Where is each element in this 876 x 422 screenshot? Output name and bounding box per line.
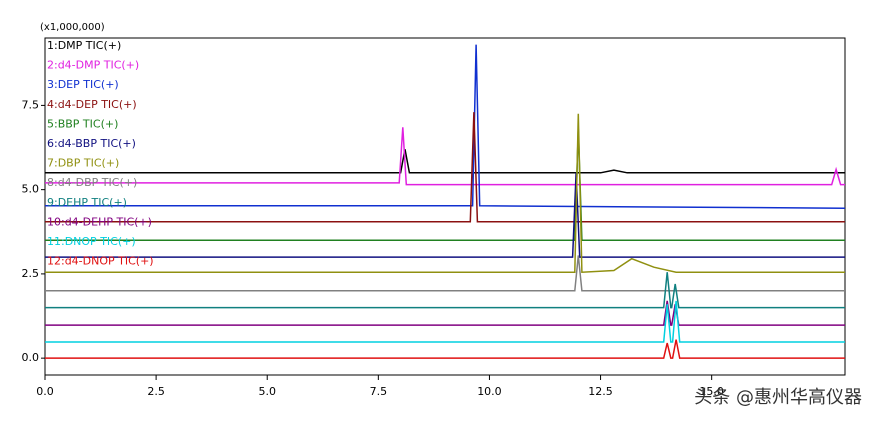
- watermark: 头条 @惠州华高仪器: [694, 387, 862, 408]
- trace: [45, 272, 845, 309]
- legend-label: 3:DEP TIC(+): [47, 78, 119, 91]
- trace: [45, 113, 845, 273]
- trace: [45, 172, 845, 258]
- legend-label: 1:DMP TIC(+): [47, 39, 121, 52]
- trace: [45, 112, 845, 223]
- y-multiplier: (x1,000,000): [40, 22, 105, 33]
- x-tick-label: 0.0: [36, 385, 54, 398]
- x-tick-label: 12.5: [588, 385, 613, 398]
- legend-label: 7:DBP TIC(+): [47, 157, 119, 170]
- y-tick-label: 5.0: [22, 183, 40, 196]
- y-tick-label: 2.5: [22, 267, 40, 280]
- legend-label: 11:DNOP TIC(+): [47, 235, 136, 248]
- trace: [45, 127, 845, 186]
- legend-label: 4:d4-DEP TIC(+): [47, 98, 137, 111]
- x-tick-label: 15.0: [699, 385, 724, 398]
- legend-label: 12:d4-DNOP TIC(+): [47, 255, 154, 268]
- y-tick-label: 0.0: [22, 351, 40, 364]
- legend-label: 2:d4-DMP TIC(+): [47, 59, 139, 72]
- trace: [45, 44, 846, 209]
- trace: [45, 149, 845, 174]
- legend-label: 6:d4-BBP TIC(+): [47, 137, 136, 150]
- x-tick-label: 2.5: [147, 385, 165, 398]
- legend-label: 8:d4-DBP TIC(+): [47, 176, 137, 189]
- trace: [45, 339, 845, 359]
- legend-label: 5:BBP TIC(+): [47, 117, 118, 130]
- trace: [45, 300, 845, 343]
- x-tick-label: 5.0: [258, 385, 276, 398]
- x-tick-label: 7.5: [370, 385, 388, 398]
- legend-label: 9:DEHP TIC(+): [47, 196, 127, 209]
- x-tick-label: 10.0: [477, 385, 502, 398]
- y-tick-label: 7.5: [22, 98, 40, 111]
- legend-label: 10:d4-DEHP TIC(+): [47, 215, 152, 228]
